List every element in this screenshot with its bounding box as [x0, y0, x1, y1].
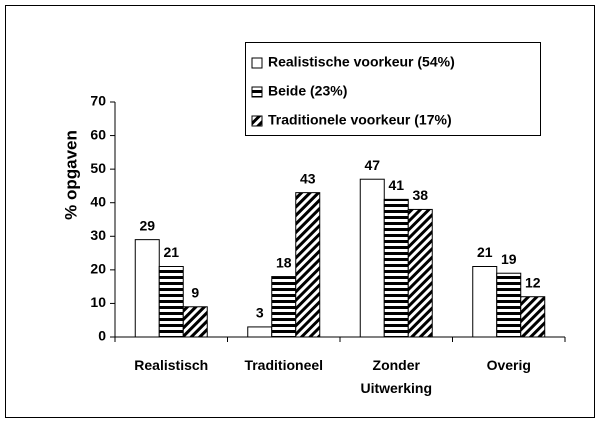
y-tick-label: 50 [90, 160, 106, 176]
bar [295, 192, 321, 338]
data-label: 29 [139, 217, 155, 233]
bar [472, 266, 498, 338]
y-tick-label: 30 [90, 227, 106, 243]
bar [359, 178, 385, 338]
bar [520, 296, 546, 338]
y-tick-label: 60 [90, 126, 106, 142]
data-label: 12 [525, 274, 541, 290]
legend-swatch [251, 115, 263, 127]
data-label: 41 [388, 177, 404, 193]
data-label: 9 [191, 284, 199, 300]
x-tick-label: Traditioneel [244, 357, 324, 373]
legend-label: Beide (23%) [268, 83, 347, 99]
data-label: 43 [300, 170, 316, 186]
bar [182, 306, 208, 338]
y-tick-label: 20 [90, 261, 106, 277]
y-tick-label: 70 [90, 93, 106, 109]
data-label: 21 [163, 244, 179, 260]
y-tick-label: 0 [98, 328, 106, 344]
bar [134, 239, 160, 338]
legend-label: Realistische voorkeur (54%) [268, 54, 455, 70]
data-label: 47 [364, 157, 380, 173]
y-tick-label: 40 [90, 193, 106, 209]
bar [271, 276, 297, 338]
bar [158, 266, 184, 338]
legend-box [245, 42, 541, 136]
data-label: 19 [501, 251, 517, 267]
y-axis-label: % opgaven [61, 130, 80, 220]
bar [496, 272, 522, 338]
x-tick-label: Overig [486, 357, 531, 373]
y-tick-label: 10 [90, 294, 106, 310]
legend-label: Traditionele voorkeur (17%) [268, 112, 452, 128]
frame [5, 5, 595, 418]
data-label: 21 [477, 244, 493, 260]
bar [247, 326, 273, 338]
bar [383, 198, 409, 338]
x-tick-label: Realistisch [134, 357, 209, 373]
data-label: 18 [276, 254, 292, 270]
data-label: 3 [256, 305, 264, 321]
legend-swatch [251, 86, 263, 98]
legend-swatch [251, 57, 263, 69]
x-tick-label: Zonder Uitwerking [360, 357, 433, 396]
data-label: 38 [412, 187, 428, 203]
bar [407, 208, 433, 338]
